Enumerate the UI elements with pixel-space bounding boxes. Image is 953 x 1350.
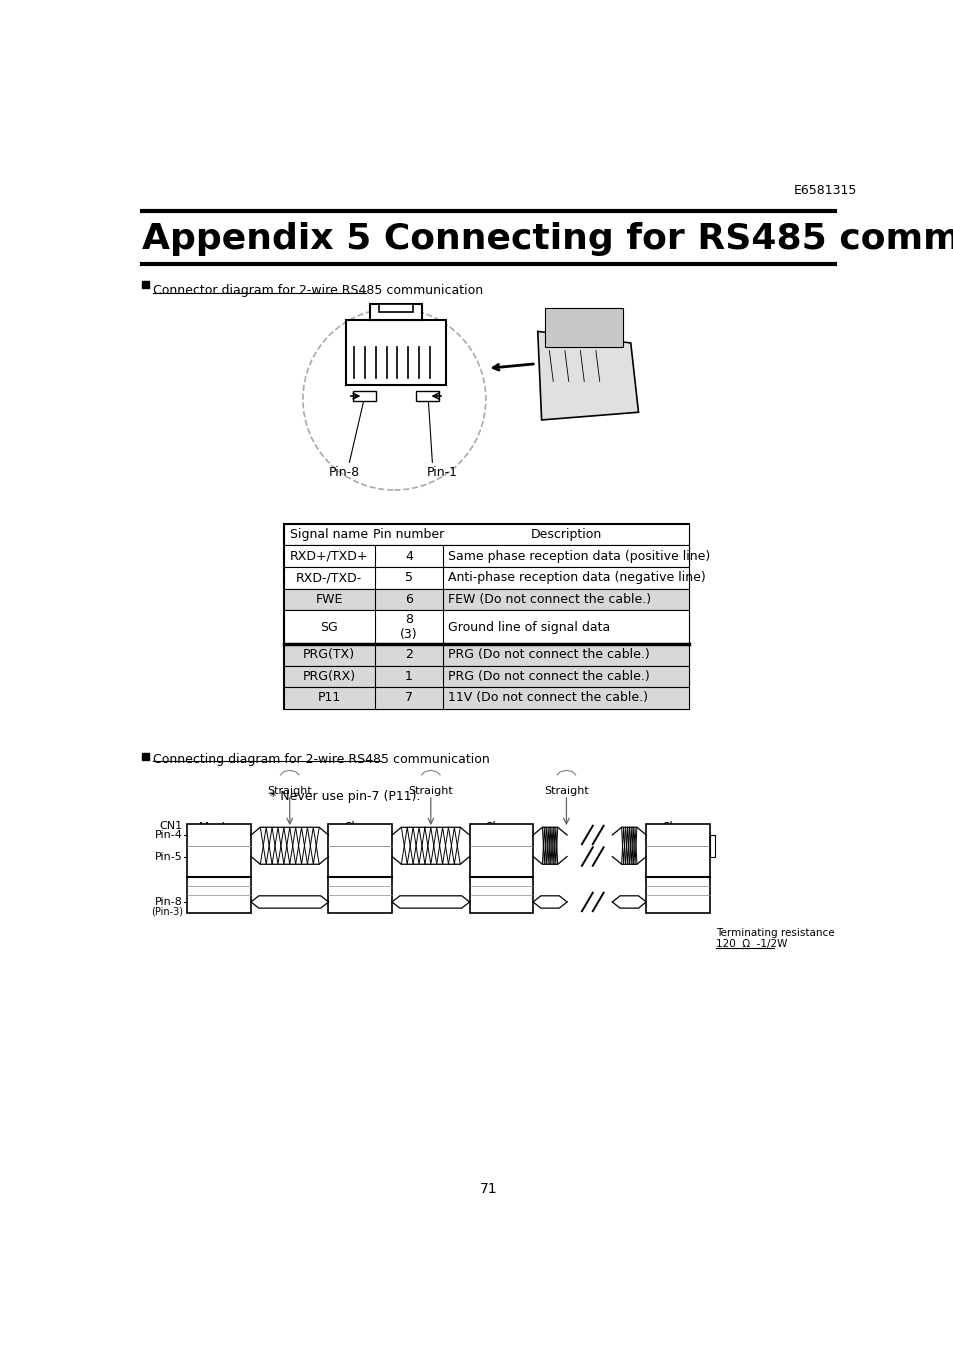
Text: Slave: Slave [485, 821, 517, 834]
Text: CN1: CN1 [159, 821, 183, 832]
Bar [283, 524, 688, 709]
Text: Straight: Straight [543, 786, 588, 795]
Text: FEW (Do not connect the cable.): FEW (Do not connect the cable.) [447, 593, 650, 606]
Text: SG: SG [320, 621, 337, 633]
Text: Ground line of signal data: Ground line of signal data [447, 621, 610, 633]
Text: RXD-/TXD-: RXD-/TXD- [196, 852, 242, 861]
Text: * Never use pin-7 (P11).: * Never use pin-7 (P11). [270, 790, 420, 803]
Text: RXD+/TXD+: RXD+/TXD+ [290, 549, 368, 563]
Bar [353, 392, 375, 401]
Bar [142, 753, 149, 760]
Text: RXD-/TXD-: RXD-/TXD- [295, 571, 362, 585]
Text: P11: P11 [317, 691, 340, 705]
Text: Connector diagram for 2-wire RS485 communication: Connector diagram for 2-wire RS485 commu… [153, 284, 483, 297]
Text: SG: SG [212, 896, 227, 907]
Text: Pin-5: Pin-5 [155, 852, 183, 861]
Text: RXD-/TXD-: RXD-/TXD- [337, 852, 382, 861]
Text: Pin-8: Pin-8 [154, 896, 183, 907]
Text: 11V (Do not connect the cable.): 11V (Do not connect the cable.) [447, 691, 647, 705]
Bar [709, 836, 715, 856]
Text: 4: 4 [405, 549, 413, 563]
Bar [187, 825, 251, 913]
Text: 1: 1 [405, 670, 413, 683]
Text: PRG(RX): PRG(RX) [302, 670, 355, 683]
Text: PRG (Do not connect the cable.): PRG (Do not connect the cable.) [447, 648, 649, 662]
Text: Anti-phase reception data (negative line): Anti-phase reception data (negative line… [447, 571, 705, 585]
Text: Master: Master [199, 821, 239, 834]
Text: PRG(TX): PRG(TX) [303, 648, 355, 662]
Text: Slave: Slave [344, 821, 376, 834]
Polygon shape [537, 331, 638, 420]
Text: RXD-/TXD-: RXD-/TXD- [655, 852, 700, 861]
Bar [645, 825, 709, 913]
Text: 7: 7 [405, 691, 413, 705]
Text: SG: SG [670, 896, 684, 907]
Bar [283, 687, 688, 709]
Text: 71: 71 [479, 1183, 497, 1196]
Text: RXD+/TXD+: RXD+/TXD+ [334, 830, 387, 840]
Text: SG: SG [353, 896, 367, 907]
Text: (Pin-3): (Pin-3) [151, 906, 183, 917]
Text: 5: 5 [405, 571, 413, 585]
Bar [283, 644, 688, 666]
Text: Connecting diagram for 2-wire RS485 communication: Connecting diagram for 2-wire RS485 comm… [153, 753, 490, 767]
Bar [283, 524, 688, 545]
Text: SG: SG [494, 896, 508, 907]
Bar [369, 305, 422, 320]
Bar [142, 281, 149, 288]
Bar [283, 567, 688, 589]
Text: 2: 2 [405, 648, 413, 662]
Text: Pin number: Pin number [373, 528, 444, 541]
Text: Straight: Straight [408, 786, 453, 795]
Bar [283, 545, 688, 567]
Text: 8
(3): 8 (3) [400, 613, 417, 641]
Text: RXD+/TXD+: RXD+/TXD+ [193, 830, 246, 840]
Bar [283, 610, 688, 644]
Bar [378, 305, 413, 312]
Text: Description: Description [530, 528, 601, 541]
Text: FWE: FWE [315, 593, 342, 606]
Text: RXD-/TXD-: RXD-/TXD- [478, 852, 523, 861]
Bar [416, 392, 439, 401]
Text: 120  Ω  -1/2W: 120 Ω -1/2W [716, 940, 786, 949]
Bar [328, 825, 392, 913]
Bar [469, 825, 533, 913]
Text: Terminating resistance: Terminating resistance [716, 929, 834, 938]
Text: Pin-8: Pin-8 [328, 466, 359, 479]
Text: Same phase reception data (positive line): Same phase reception data (positive line… [447, 549, 709, 563]
Text: PRG (Do not connect the cable.): PRG (Do not connect the cable.) [447, 670, 649, 683]
Text: Pin-4: Pin-4 [154, 830, 183, 840]
Text: Straight: Straight [267, 786, 312, 795]
Text: Appendix 5 Connecting for RS485 communication: Appendix 5 Connecting for RS485 communic… [142, 221, 953, 256]
Text: RXD+/TXD+: RXD+/TXD+ [651, 830, 704, 840]
Text: Pin-1: Pin-1 [427, 466, 457, 479]
Bar [283, 666, 688, 687]
Text: Signal name: Signal name [290, 528, 368, 541]
Bar [283, 589, 688, 610]
Text: 6: 6 [405, 593, 413, 606]
Bar [545, 308, 622, 347]
Bar [346, 320, 445, 385]
Text: RXD+/TXD+: RXD+/TXD+ [474, 830, 528, 840]
Text: E6581315: E6581315 [793, 184, 856, 197]
Text: Slave: Slave [661, 821, 694, 834]
